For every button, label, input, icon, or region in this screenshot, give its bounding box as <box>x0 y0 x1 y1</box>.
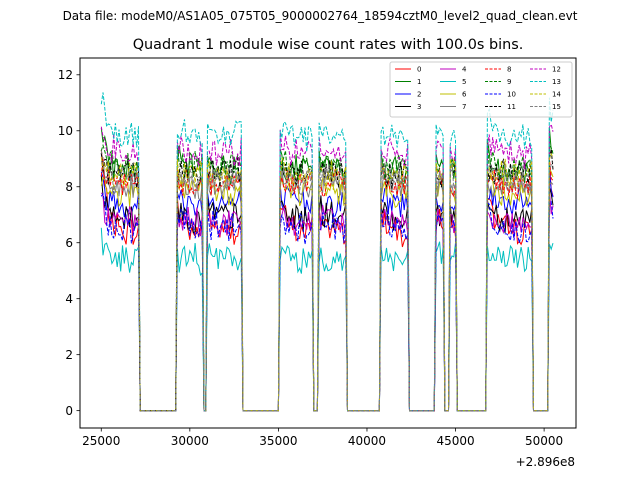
legend-label-10: 10 <box>507 91 516 99</box>
chart-title: Quadrant 1 module wise count rates with … <box>133 37 524 53</box>
legend-label-1: 1 <box>417 78 421 86</box>
x-tick-label: 50000 <box>525 434 563 448</box>
legend-label-11: 11 <box>507 103 516 111</box>
series-line-12 <box>100 123 554 412</box>
legend-label-14: 14 <box>552 91 561 99</box>
y-tick-label: 10 <box>58 124 73 138</box>
x-tick-label: 25000 <box>82 434 120 448</box>
x-axis: 25000 30000 35000 40000 45000 50000 <box>82 428 563 448</box>
legend-label-0: 0 <box>417 66 421 74</box>
legend-frame <box>389 61 573 118</box>
x-tick-label: 40000 <box>348 434 386 448</box>
y-tick-label: 8 <box>65 180 73 194</box>
x-offset-label: +2.896e8 <box>516 455 575 469</box>
y-tick-label: 2 <box>65 348 73 362</box>
legend-label-4: 4 <box>462 66 467 74</box>
legend-label-5: 5 <box>462 78 466 86</box>
x-tick-label: 35000 <box>259 434 297 448</box>
y-tick-label: 6 <box>65 236 73 250</box>
legend-label-6: 6 <box>462 91 467 99</box>
legend-label-2: 2 <box>417 91 421 99</box>
y-tick-label: 12 <box>58 68 73 82</box>
legend-label-13: 13 <box>552 78 561 86</box>
series-line-15 <box>100 150 554 412</box>
series-line-9 <box>100 141 554 412</box>
legend-label-12: 12 <box>552 66 561 74</box>
y-tick-label: 4 <box>65 292 73 306</box>
y-tick-label: 0 <box>65 404 73 418</box>
legend-label-9: 9 <box>507 78 511 86</box>
x-tick-label: 30000 <box>171 434 209 448</box>
legend-label-8: 8 <box>507 66 511 74</box>
y-axis: 0 2 4 6 8 10 12 <box>58 68 80 418</box>
series-line-11 <box>100 149 554 412</box>
series-layer <box>100 92 554 412</box>
legend-label-7: 7 <box>462 103 466 111</box>
figure-suptitle: Data file: modeM0/AS1A05_075T05_90000027… <box>63 9 578 23</box>
x-tick-label: 45000 <box>436 434 474 448</box>
legend-label-3: 3 <box>417 103 421 111</box>
legend-label-15: 15 <box>552 103 561 111</box>
